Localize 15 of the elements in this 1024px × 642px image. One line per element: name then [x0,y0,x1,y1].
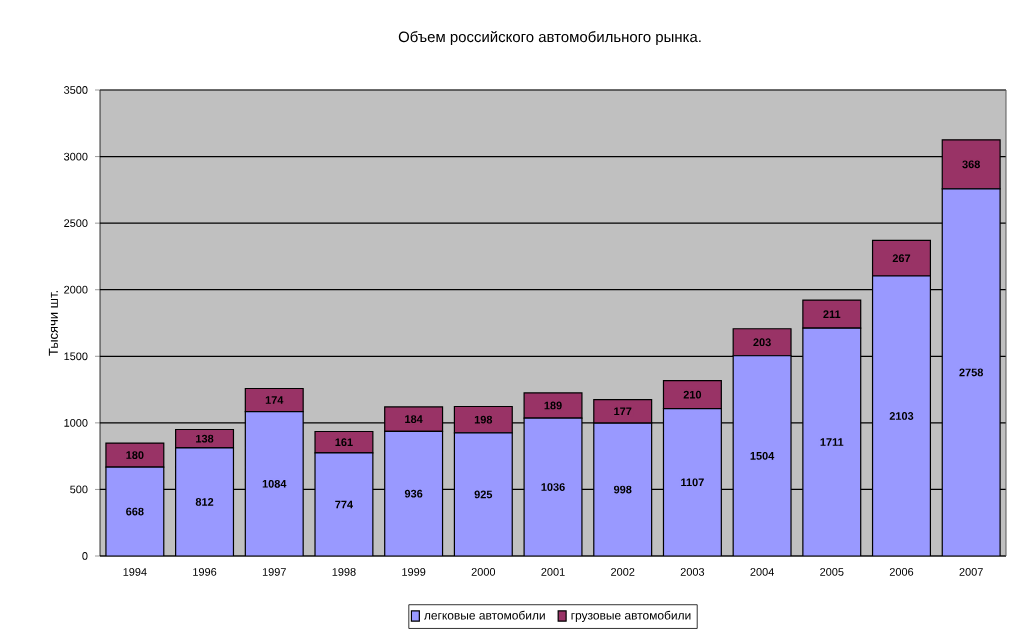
bar [244,411,304,556]
bar [175,447,235,556]
bar [384,430,444,556]
bar [453,432,513,556]
bar [314,452,374,556]
bar [941,188,1001,556]
bar [662,408,722,556]
bar [732,355,792,556]
bar [105,466,165,556]
bar [802,299,862,329]
bar [523,417,583,556]
bar [871,275,932,556]
bar [593,422,653,556]
bar [802,327,862,556]
bar [871,239,932,277]
